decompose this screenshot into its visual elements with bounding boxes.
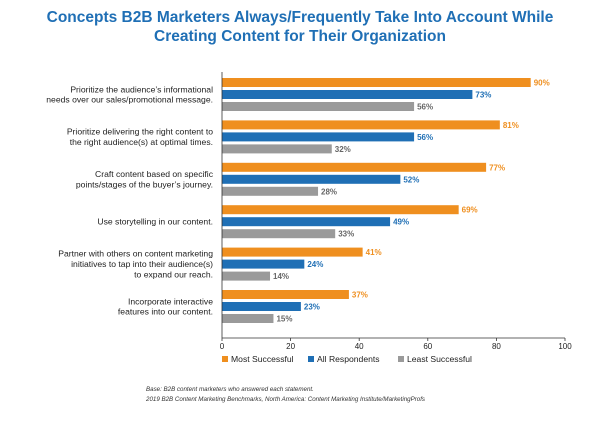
bar: [222, 205, 459, 215]
x-tick-label: 60: [423, 342, 432, 351]
category-label: Prioritize delivering the right content …: [67, 127, 213, 137]
legend-swatch: [222, 356, 228, 362]
chart-title-line-2: Creating Content for Their Organization: [154, 28, 446, 45]
footnote-source: 2019 B2B Content Marketing Benchmarks, N…: [146, 396, 426, 403]
category-label: to expand our reach.: [134, 270, 213, 280]
x-tick-label: 100: [558, 342, 572, 351]
category-label: Craft content based on specific: [95, 169, 214, 179]
footnote-base: Base: B2B content marketers who answered…: [146, 386, 314, 393]
x-tick-label: 40: [355, 342, 364, 351]
legend-label: Most Successful: [231, 354, 294, 364]
bar: [222, 314, 274, 323]
data-label: 41%: [366, 248, 382, 257]
bar: [222, 90, 473, 99]
x-tick-label: 0: [220, 342, 225, 351]
data-label: 37%: [352, 291, 368, 300]
x-tick-label: 20: [286, 342, 295, 351]
data-label: 28%: [321, 187, 337, 196]
bar: [222, 144, 332, 154]
category-label: Prioritize the audience’s informational: [70, 84, 213, 94]
data-label: 49%: [393, 218, 409, 227]
data-label: 73%: [475, 91, 491, 100]
bar: [222, 132, 415, 142]
chart-title: Concepts B2B Marketers Always/Frequently…: [0, 8, 600, 46]
data-label: 52%: [403, 175, 419, 184]
category-label: the right audience(s) at optimal times.: [70, 137, 213, 147]
bar: [222, 120, 500, 130]
legend-label: Least Successful: [407, 354, 472, 364]
bar: [222, 186, 319, 196]
bar: [222, 217, 391, 227]
bar: [222, 162, 487, 172]
bar: [222, 102, 415, 111]
category-label: Incorporate interactive: [128, 296, 213, 306]
data-label: 24%: [307, 260, 323, 269]
legend-swatch: [398, 356, 404, 362]
bar: [222, 290, 349, 299]
data-label: 32%: [335, 145, 351, 154]
data-label: 69%: [462, 206, 478, 215]
category-label: features into our content.: [118, 307, 213, 317]
legend-label: All Respondents: [317, 354, 380, 364]
data-label: 56%: [417, 103, 433, 112]
bar: [222, 302, 301, 311]
data-label: 90%: [534, 79, 550, 88]
chart-title-line-1: Concepts B2B Marketers Always/Frequently…: [46, 9, 554, 26]
bar: [222, 271, 271, 281]
x-tick-label: 80: [492, 342, 501, 351]
category-label: needs over our sales/promotional message…: [46, 95, 213, 105]
bar: [222, 78, 531, 87]
data-label: 14%: [273, 272, 289, 281]
data-label: 15%: [276, 315, 292, 324]
data-label: 77%: [489, 163, 505, 172]
category-label: Use storytelling in our content.: [97, 217, 213, 227]
bar: [222, 259, 305, 269]
data-label: 23%: [304, 303, 320, 312]
bar: [222, 247, 363, 257]
data-label: 81%: [503, 121, 519, 130]
bar: [222, 174, 401, 184]
category-label: points/stages of the buyer’s journey.: [76, 180, 213, 190]
legend-swatch: [308, 356, 314, 362]
bar: [222, 229, 336, 239]
category-label: Partner with others on content marketing: [58, 249, 213, 259]
data-label: 33%: [338, 230, 354, 239]
data-label: 56%: [417, 133, 433, 142]
category-label: initiatives to tap into their audience(s…: [71, 259, 213, 269]
